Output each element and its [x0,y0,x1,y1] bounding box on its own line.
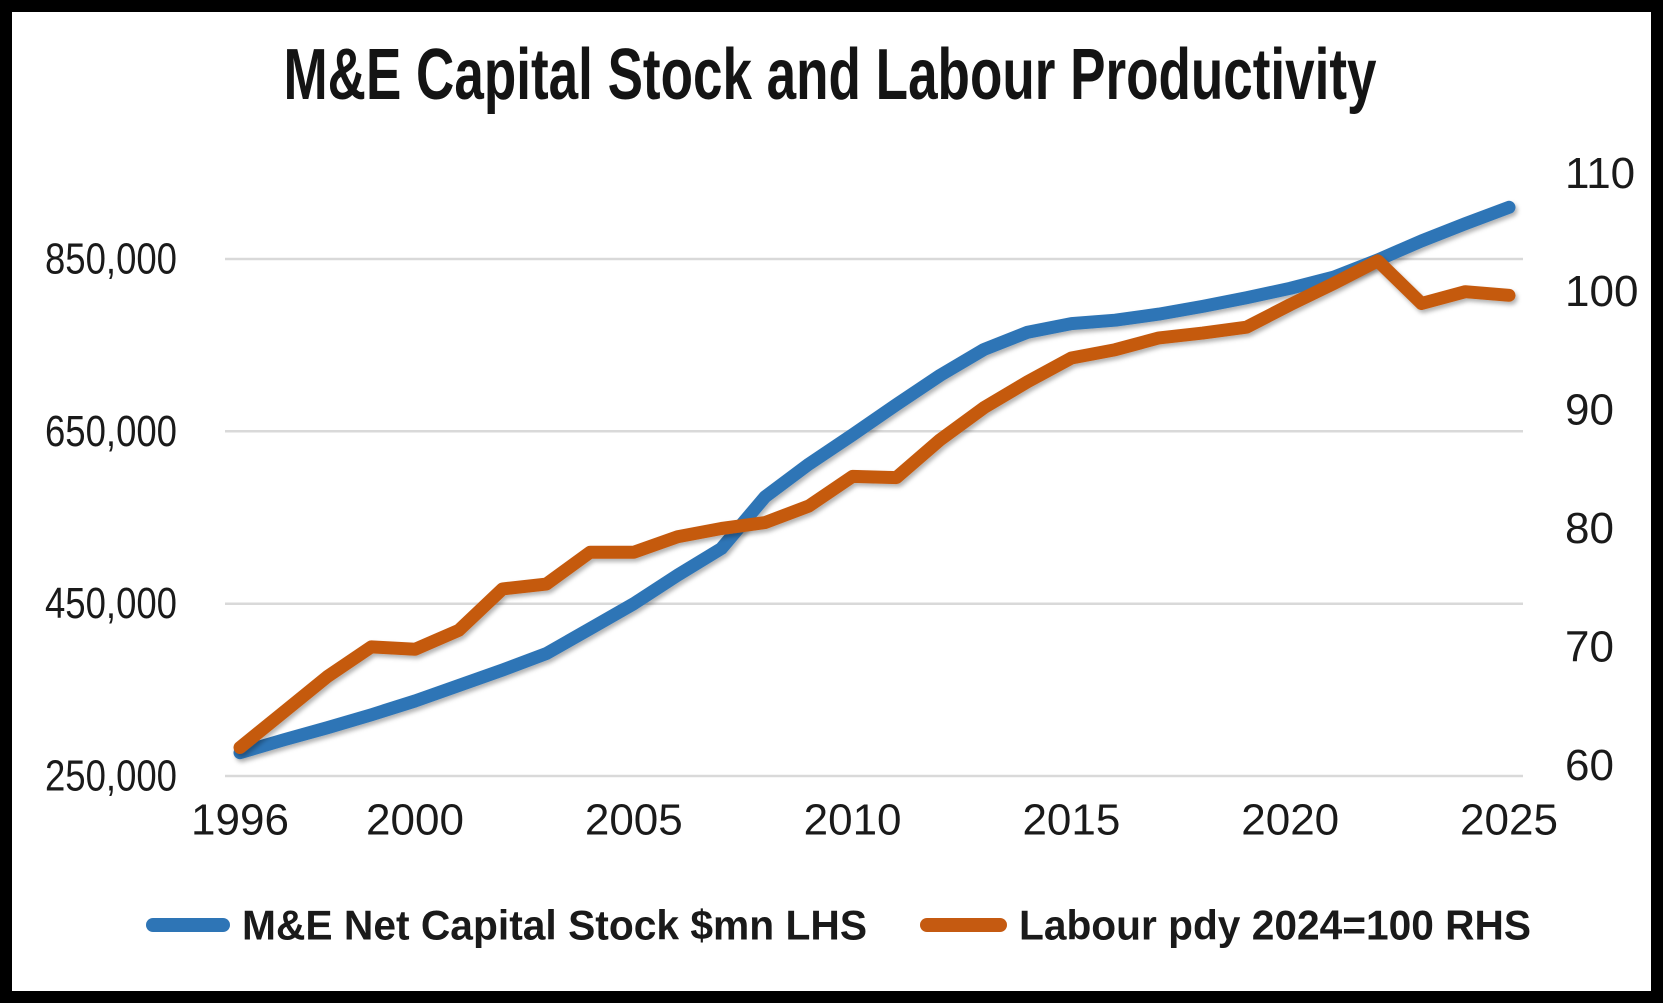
y-axis-right-tick-label: 100 [1565,267,1638,316]
x-axis-tick-label: 2025 [1460,796,1558,845]
x-axis-tick-label: 2005 [585,796,683,845]
legend-label-capital-stock: M&E Net Capital Stock $mn LHS [242,902,867,949]
y-axis-left-tick-label: 650,000 [45,407,177,456]
x-axis-tick-label: 2015 [1022,796,1120,845]
x-axis-tick-label: 1996 [191,796,289,845]
x-axis-tick-label: 2000 [366,796,464,845]
y-axis-left-tick-label: 450,000 [45,579,177,628]
y-axis-right-tick-label: 110 [1565,149,1635,198]
series-line-capital-stock [233,200,1516,760]
axis-labels-group: 850,000 650,000 450,000 250,000 110 100 90 80 70… [45,149,1638,845]
series-line-labour-pdy [233,254,1516,754]
chart-title: M&E Capital Stock and Labour Productivit… [284,35,1377,115]
legend-label-labour-pdy: Labour pdy 2024=100 RHS [1019,902,1531,949]
y-axis-right-tick-label: 80 [1565,504,1614,553]
y-axis-left-tick-label: 850,000 [45,235,177,284]
y-axis-right-tick-label: 60 [1565,741,1614,790]
y-axis-right-tick-label: 90 [1565,386,1614,435]
x-axis-tick-label: 2010 [804,796,902,845]
legend: M&E Net Capital Stock $mn LHS Labour pdy… [146,902,1531,949]
y-axis-right-tick-label: 70 [1565,622,1614,671]
gridlines-group [225,257,1523,778]
x-axis-tick-label: 2020 [1241,796,1339,845]
y-axis-left-tick-label: 250,000 [45,752,177,801]
series-group [233,200,1516,760]
